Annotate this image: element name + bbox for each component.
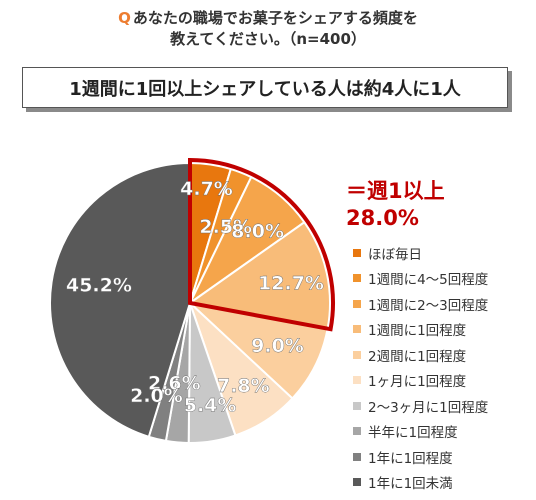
legend-item-7: 2～3ヶ月に1回程度 <box>353 393 488 419</box>
legend-item-2: 1週間に4～5回程度 <box>353 266 488 292</box>
legend-label: 1週間に4～5回程度 <box>368 272 489 289</box>
question-text: Q あなたの職場でお菓子をシェアする頻度を 教えてください。（n=400） <box>0 8 536 50</box>
legend-swatch <box>353 350 361 359</box>
pie-label-3: 8.0% <box>231 220 284 242</box>
legend-item-10: 1年に1回未満 <box>353 470 488 496</box>
pie-label-9: 2.0% <box>130 385 183 407</box>
legend-swatch <box>353 452 361 461</box>
legend-label: 2～3ヶ月に1回程度 <box>368 399 489 416</box>
legend-swatch <box>353 299 361 308</box>
highlight-border <box>188 157 335 332</box>
legend-label: 1年に1回程度 <box>368 450 453 467</box>
legend-item-4: 1週間に1回程度 <box>353 317 488 343</box>
legend-label: 1年に1回未満 <box>368 476 453 493</box>
legend-item-8: 半年に1回程度 <box>353 419 488 445</box>
legend-item-1: ほぼ毎日 <box>353 240 488 266</box>
pie-label-10: 45.2% <box>66 274 132 296</box>
weekly-callout: ＝週1以上 28.0% <box>346 178 445 232</box>
legend-label: 1週間に1回程度 <box>368 323 467 340</box>
pie-label-1: 4.7% <box>180 178 233 200</box>
headline-shadow-right <box>508 71 512 112</box>
legend-item-9: 1年に1回程度 <box>353 444 488 470</box>
legend-swatch <box>353 274 361 283</box>
pie-label-7: 5.4% <box>184 395 237 417</box>
weekly-callout-total: 28.0% <box>346 206 419 230</box>
legend-label: 半年に1回程度 <box>368 425 458 442</box>
question-prefix: Q <box>118 9 131 27</box>
pie-label-5: 9.0% <box>251 335 304 357</box>
legend-item-6: 1ヶ月に1回程度 <box>353 368 488 394</box>
legend-item-3: 1週間に2～3回程度 <box>353 291 488 317</box>
legend-swatch <box>353 401 361 410</box>
pie-label-8: 2.6% <box>148 373 201 395</box>
legend-swatch <box>353 325 361 334</box>
headline-text: 1週間に1回以上シェアしている人は約4人に1人 <box>69 78 461 100</box>
weekly-callout-line-1: ＝週1以上 <box>346 179 445 203</box>
legend-label: 1ヶ月に1回程度 <box>368 374 467 391</box>
legend-label: 2週間に1回程度 <box>368 348 467 365</box>
legend-swatch <box>353 427 361 436</box>
pie-label-6: 7.8% <box>217 375 270 397</box>
pie-slice-4 <box>187 220 331 330</box>
legend-label: ほぼ毎日 <box>368 246 422 263</box>
question-line-1: あなたの職場でお菓子をシェアする頻度を <box>132 9 418 27</box>
pie-slice-10 <box>49 161 191 439</box>
legend: ほぼ毎日 1週間に4～5回程度 1週間に2～3回程度 1週間に1回程度 2週間に1回程度… <box>353 240 488 495</box>
legend-swatch <box>353 248 361 257</box>
pie-label-4: 12.7% <box>258 273 324 295</box>
headline-shadow-bottom <box>26 108 512 112</box>
legend-item-5: 2週間に1回程度 <box>353 342 488 368</box>
pie-label-2: 2.5% <box>199 216 252 238</box>
question-line-2: 教えてください。（n=400） <box>170 30 366 48</box>
legend-swatch <box>353 376 361 385</box>
headline-box: 1週間に1回以上シェアしている人は約4人に1人 <box>22 67 508 108</box>
legend-label: 1週間に2～3回程度 <box>368 297 489 314</box>
legend-swatch <box>353 478 361 487</box>
